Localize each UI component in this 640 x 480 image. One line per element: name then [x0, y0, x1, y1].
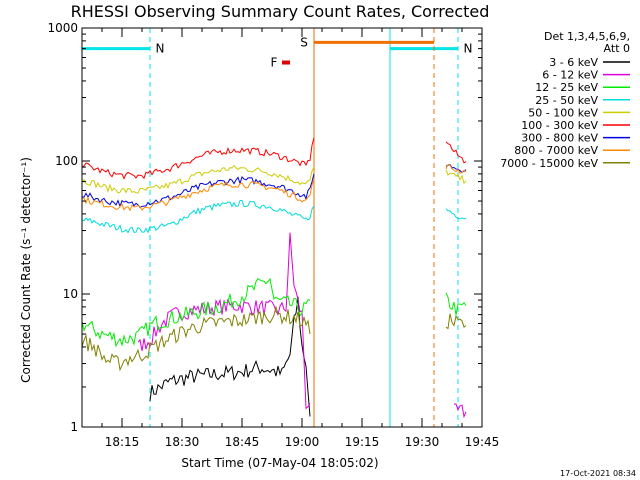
series-line-7-segment-2 — [445, 163, 467, 175]
series-line-2-segment-2 — [445, 292, 467, 316]
legend-label: 6 - 12 keV — [542, 69, 598, 82]
y-axis-label: Corrected Count Rate (s⁻¹ detector⁻¹) — [19, 157, 33, 383]
series-line-8 — [81, 305, 311, 372]
x-tick-label: 19:15 — [345, 435, 380, 449]
chart-title: RHESSI Observing Summary Count Rates, Co… — [71, 2, 490, 21]
x-tick-label: 18:15 — [105, 435, 140, 449]
x-axis: 18:15 18:30 18:45 19:00 19:15 19:30 19:45 — [101, 28, 500, 449]
y-axis: 1 10 100 1000 — [47, 21, 482, 434]
y-tick-label: 10 — [63, 287, 78, 301]
flag-label-saa: S — [300, 35, 308, 49]
legend-label: 100 - 300 keV — [521, 119, 598, 132]
legend-label: 7000 - 15000 keV — [500, 157, 598, 170]
series-line-5 — [81, 137, 315, 180]
series-line-1 — [137, 232, 311, 410]
series-line-7 — [81, 179, 315, 212]
flag-label-night: N — [156, 42, 165, 56]
legend-label: 12 - 25 keV — [535, 81, 598, 94]
x-tick-label: 18:45 — [225, 435, 260, 449]
series-line-3 — [81, 199, 315, 234]
series-line-4-segment-2 — [445, 169, 467, 185]
y-tick-label: 1 — [70, 420, 78, 434]
legend-header-line-2: Att 0 — [604, 42, 630, 55]
y-tick-label: 1000 — [47, 21, 78, 35]
x-tick-label: 19:00 — [285, 435, 320, 449]
legend-label: 50 - 100 keV — [528, 106, 598, 119]
series-line-2 — [81, 277, 311, 348]
legend-label: 300 - 800 keV — [521, 132, 598, 145]
series-line-3-segment-2 — [445, 208, 467, 220]
flag-label-night: N — [464, 42, 473, 56]
series-line-5-segment-2 — [445, 141, 467, 164]
series-line-0 — [149, 296, 311, 417]
x-tick-label: 18:30 — [165, 435, 200, 449]
legend-header-line-1: Det 1,3,4,5,6,9, — [544, 30, 630, 43]
series-line-6 — [81, 173, 315, 209]
legend-label: 800 - 7000 keV — [514, 144, 598, 157]
series-layer — [81, 137, 467, 419]
series-line-8-segment-2 — [445, 313, 467, 330]
x-axis-label: Start Time (07-May-04 18:05:02) — [181, 456, 378, 470]
flag-label-flare: F — [271, 56, 278, 70]
series-line-1-segment-2 — [453, 403, 467, 419]
legend-label: 3 - 6 keV — [549, 56, 598, 69]
x-tick-label: 19:45 — [465, 435, 500, 449]
legend-label: 25 - 50 keV — [535, 94, 598, 107]
x-tick-label: 19:30 — [405, 435, 440, 449]
y-tick-label: 100 — [55, 154, 78, 168]
footer-timestamp: 17-Oct-2021 08:34 — [560, 469, 636, 478]
series-line-4 — [81, 164, 315, 194]
